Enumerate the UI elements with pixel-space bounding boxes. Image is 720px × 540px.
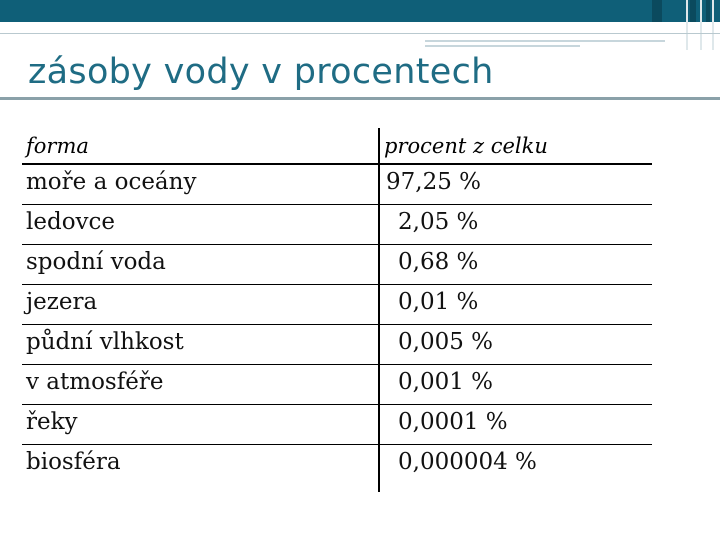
table-row: moře a oceány 97,25 % (22, 165, 652, 205)
table-row: řeky 0,0001 % (22, 405, 652, 445)
decorative-stripe (700, 0, 702, 50)
cell-form: půdní vlhkost (26, 329, 184, 355)
cell-form: biosféra (26, 449, 121, 475)
cell-form: moře a oceány (26, 169, 197, 195)
cell-form: spodní voda (26, 249, 166, 275)
table-row: půdní vlhkost 0,005 % (22, 325, 652, 365)
decorative-rule (425, 40, 665, 42)
table-row: jezera 0,01 % (22, 285, 652, 325)
column-divider (378, 128, 380, 492)
table-row: ledovce 2,05 % (22, 205, 652, 245)
cell-form: řeky (26, 409, 78, 435)
cell-value: 0,68 % (398, 249, 479, 275)
table-row: v atmosféře 0,001 % (22, 365, 652, 405)
title-underline (0, 97, 720, 100)
header-bar (0, 0, 720, 22)
water-table: forma procent z celku moře a oceány 97,2… (22, 128, 652, 492)
table-row: biosféra 0,000004 % (22, 445, 652, 484)
header-bar-accent (706, 0, 710, 22)
cell-value: 2,05 % (398, 209, 479, 235)
decorative-stripe (686, 0, 688, 50)
header-bar-accent (690, 0, 696, 22)
cell-value: 0,000004 % (398, 449, 537, 475)
decorative-rule (425, 45, 580, 47)
header-bar-accent (652, 0, 662, 22)
cell-value: 97,25 % (386, 169, 482, 195)
cell-form: jezera (26, 289, 98, 315)
header-form: forma (26, 134, 89, 158)
cell-form: v atmosféře (26, 369, 164, 395)
cell-value: 0,01 % (398, 289, 479, 315)
decorative-rule (0, 33, 720, 34)
slide-title: zásoby vody v procentech (28, 52, 494, 92)
header-percent: procent z celku (384, 134, 548, 158)
cell-value: 0,001 % (398, 369, 494, 395)
cell-form: ledovce (26, 209, 116, 235)
cell-value: 0,005 % (398, 329, 494, 355)
cell-value: 0,0001 % (398, 409, 508, 435)
decorative-stripe (712, 0, 714, 50)
table-row: spodní voda 0,68 % (22, 245, 652, 285)
table-header-row: forma procent z celku (22, 128, 652, 165)
